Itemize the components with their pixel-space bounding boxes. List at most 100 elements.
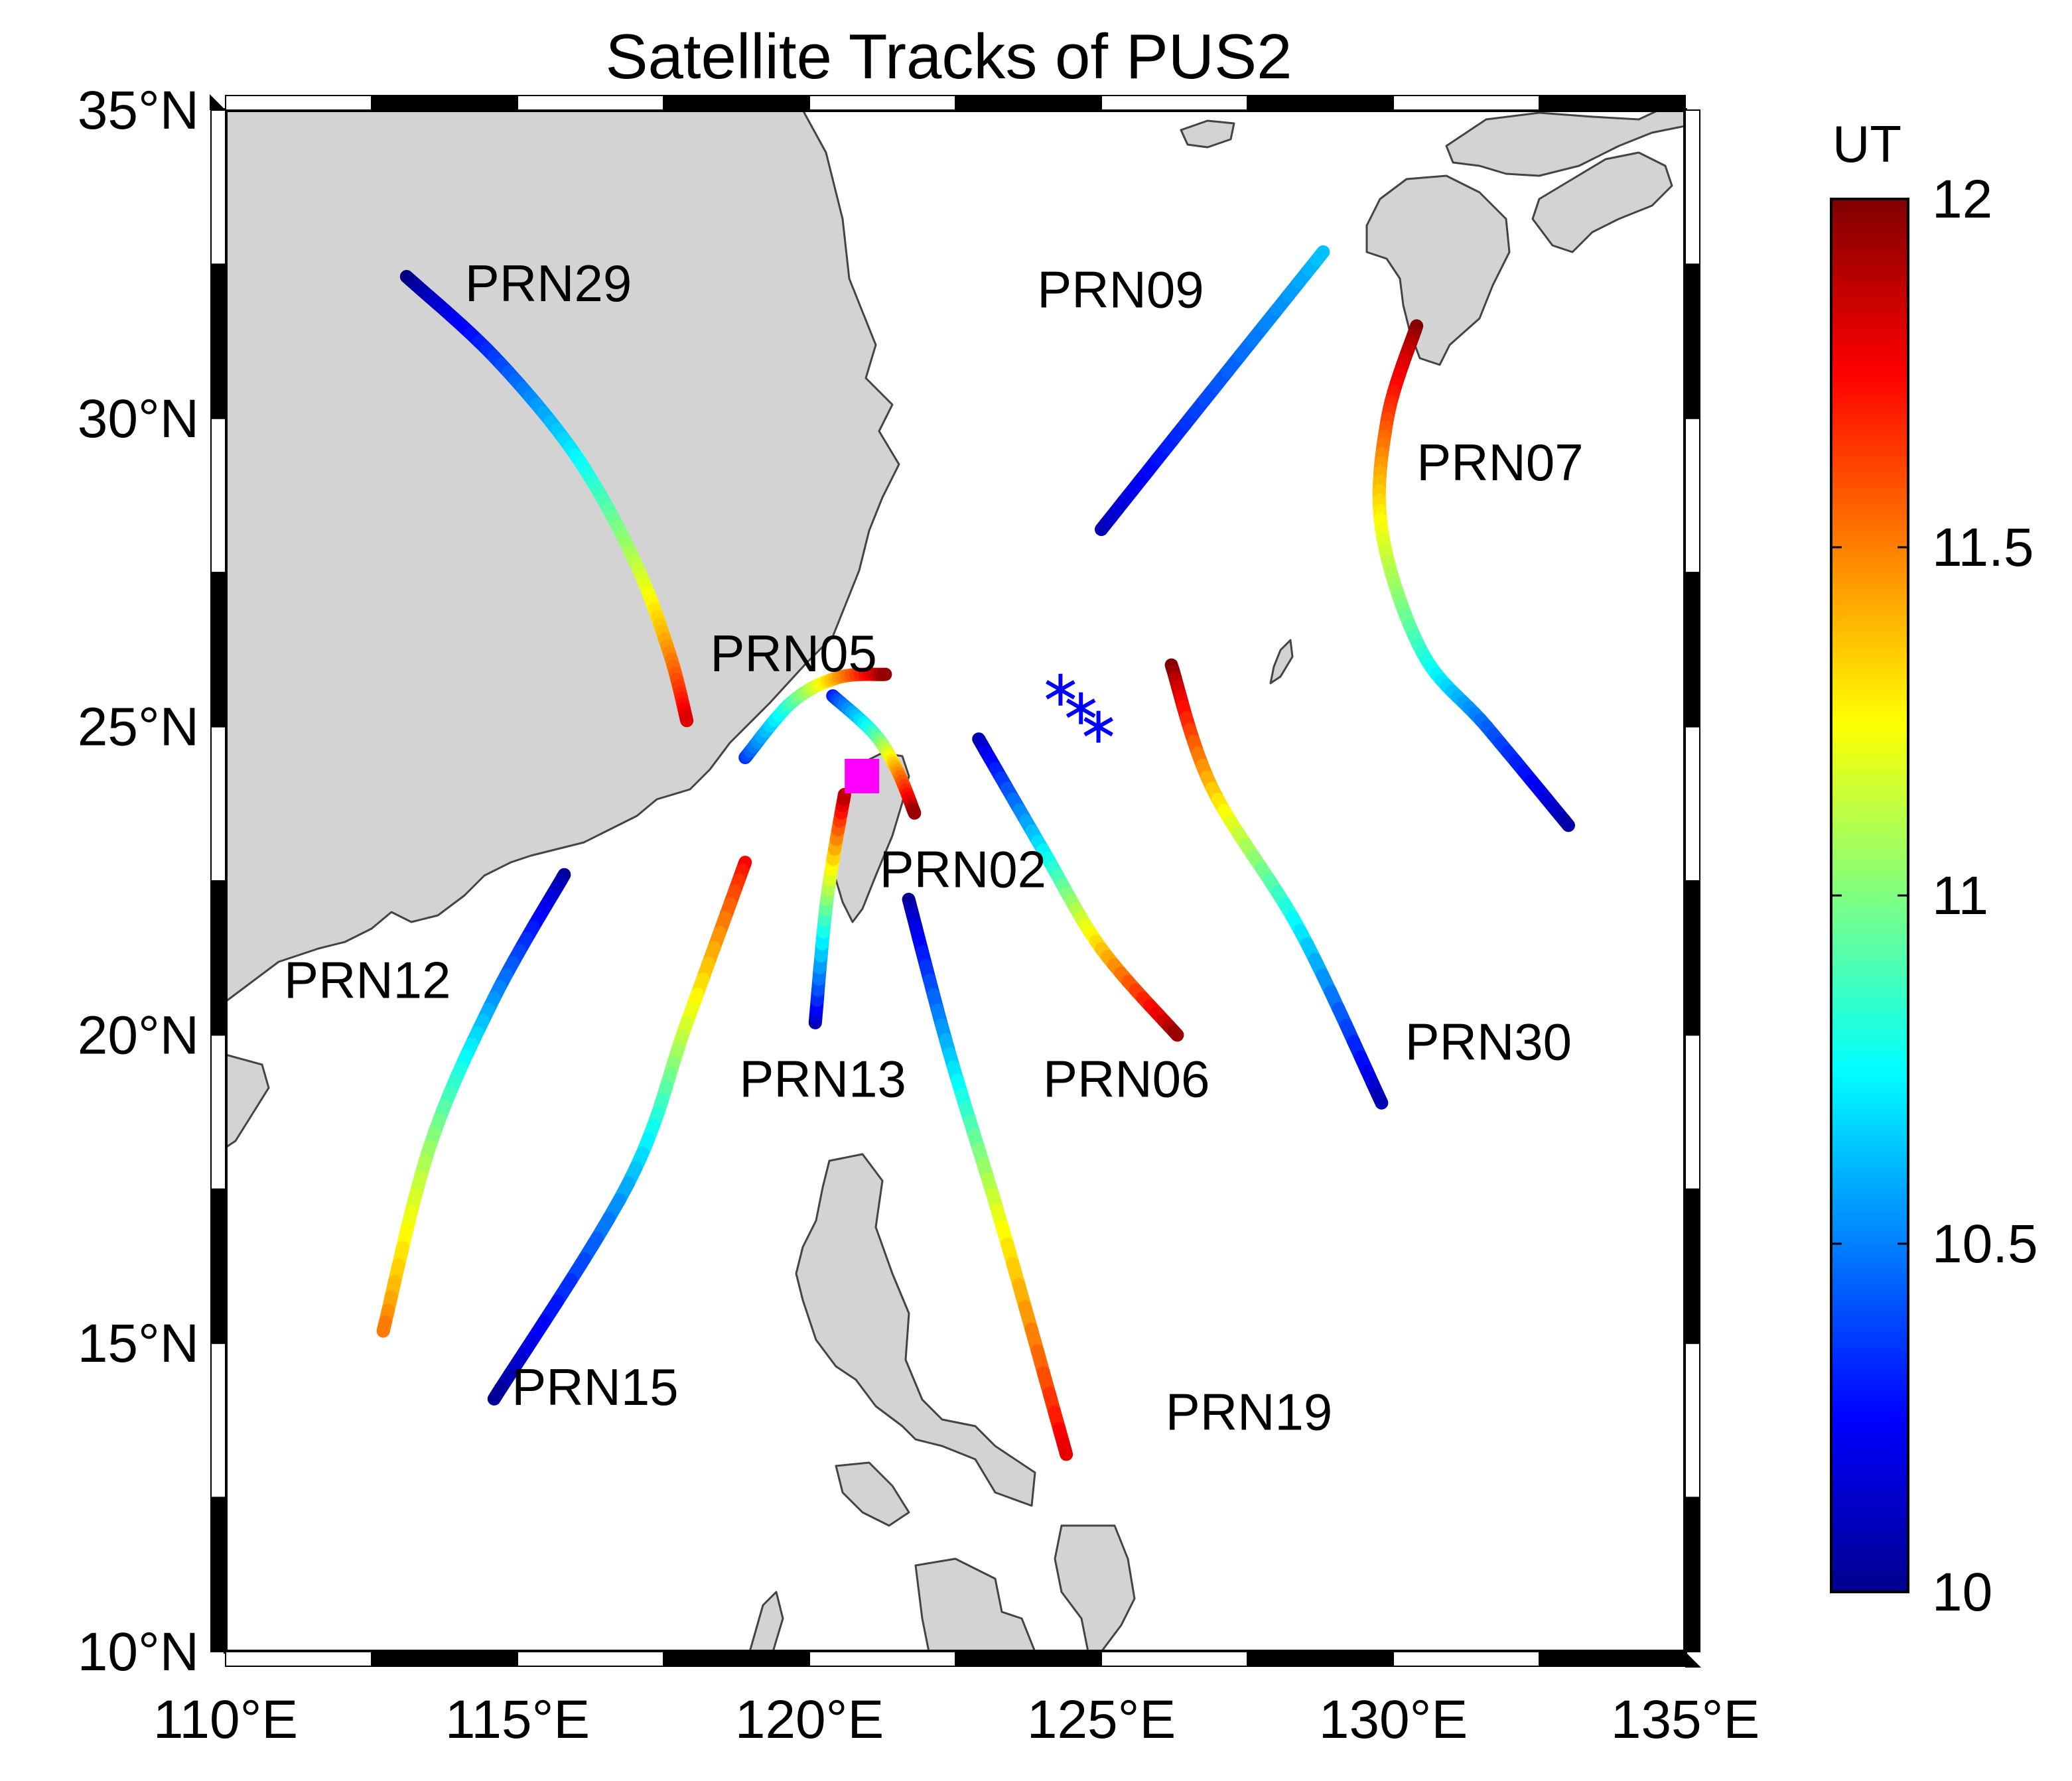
colorbar-tick-label: 11	[1932, 866, 1988, 926]
asterisk-marker	[1046, 673, 1075, 706]
track-prn13	[808, 787, 851, 1029]
frame-bar-top	[371, 95, 518, 111]
tsushima-jeju	[1180, 119, 1235, 149]
track-segment	[487, 1381, 508, 1406]
frame-bar-left	[210, 726, 226, 882]
colorbar-title: UT	[1832, 115, 1901, 173]
x-tick-label: 135°E	[1611, 1689, 1760, 1750]
colorbar-tick-label: 10.5	[1932, 1214, 2038, 1274]
x-tick-label: 120°E	[735, 1689, 884, 1750]
track-segment	[837, 787, 851, 807]
track-prn29	[399, 270, 694, 728]
mindoro-island	[835, 1461, 910, 1527]
track-label-prn13: PRN13	[739, 1049, 906, 1108]
track-label-prn02: PRN02	[880, 840, 1046, 898]
y-tick-label: 20°N	[78, 1005, 199, 1065]
y-tick-label: 30°N	[78, 389, 199, 449]
track-label-prn30: PRN30	[1405, 1013, 1572, 1071]
leizhou-hainan	[226, 1053, 270, 1149]
frame-bar-left	[210, 880, 226, 1036]
track-segment	[1310, 245, 1330, 267]
asterisk-marker	[1083, 710, 1113, 743]
luzon-island	[795, 1153, 1036, 1507]
frame-bar-top	[517, 95, 664, 111]
frame-bar-bottom	[371, 1651, 518, 1667]
x-tick-label: 115°E	[445, 1689, 590, 1750]
honshu-west	[1445, 110, 1685, 177]
y-tick-label: 15°N	[78, 1313, 199, 1374]
track-prn12	[376, 868, 571, 1338]
track-segment	[679, 710, 694, 728]
x-tick-label: 130°E	[1319, 1689, 1468, 1750]
ryukyu-okinawa	[1269, 639, 1294, 685]
frame-bar-right	[1685, 726, 1700, 882]
colorbar-tick-label: 12	[1932, 169, 1992, 230]
frame-bevel-top-left	[210, 94, 226, 110]
track-prn05	[738, 667, 892, 765]
colorbar-gradient	[1830, 198, 1909, 1593]
frame-bar-right	[1685, 880, 1700, 1036]
frame-bar-left	[210, 417, 226, 574]
axis-ticks: 110°E 115°E 120°E 125°E 130°E 135°E 10°N 15°N 20…	[78, 80, 1760, 1750]
frame-bar-right	[1685, 109, 1700, 265]
frame-bevel-bottom-right	[1685, 1652, 1701, 1668]
frame-bar-bottom	[1247, 1651, 1394, 1667]
frame-bar-bottom	[225, 1651, 372, 1667]
markers-layer	[845, 673, 1113, 793]
frame-bar-top	[955, 95, 1102, 111]
frame-bar-left	[210, 109, 226, 265]
frame-bar-right	[1685, 263, 1700, 419]
frame-bar-bottom	[809, 1651, 956, 1667]
track-label-prn06: PRN06	[1043, 1049, 1209, 1108]
frame-bar-right	[1685, 1034, 1700, 1190]
mainland-china	[226, 110, 900, 1003]
track-segment	[1056, 1436, 1073, 1461]
track-prn30	[1164, 658, 1389, 1110]
frame-bar-left	[210, 1343, 226, 1498]
tracks-layer	[376, 245, 1575, 1461]
track-label-prn19: PRN19	[1166, 1382, 1332, 1441]
station-marker	[845, 759, 880, 793]
colorbar-tick-label: 11.5	[1932, 517, 2034, 578]
frame-bar-top	[663, 95, 810, 111]
labels-layer: PRN29 PRN09 PRN07 PRN05 PRN02 PRN13 PRN06 PRN30…	[284, 254, 1584, 1441]
visayas-samar	[1054, 1524, 1136, 1652]
frame-bar-bottom	[663, 1651, 810, 1667]
track-prn02	[826, 689, 922, 820]
frame-bar-left	[210, 572, 226, 728]
frame-bar-top	[1539, 95, 1686, 111]
frame-bar-right	[1685, 1496, 1700, 1653]
colorbar-ticks: 10 10.5 11 11.5 12	[1831, 169, 2038, 1622]
frame-bar-top	[1393, 95, 1540, 111]
track-label-prn09: PRN09	[1037, 261, 1204, 319]
track-label-prn05: PRN05	[710, 624, 876, 683]
frame-bar-bottom	[517, 1651, 664, 1667]
frame-bar-bottom	[1393, 1651, 1540, 1667]
track-label-prn29: PRN29	[465, 254, 632, 312]
frame-bar-left	[210, 1496, 226, 1653]
frame-bar-bottom	[1101, 1651, 1248, 1667]
x-tick-label: 110°E	[153, 1689, 298, 1750]
land-layer	[226, 110, 1685, 1652]
frame-bar-right	[1685, 1343, 1700, 1498]
y-tick-label: 10°N	[78, 1622, 199, 1682]
asterisk-stroke	[1083, 717, 1113, 737]
frame-bar-bottom	[1539, 1651, 1686, 1667]
frame-bar-top	[809, 95, 956, 111]
frame-bar-right	[1685, 417, 1700, 574]
frame-bar-left	[210, 263, 226, 419]
frame-bar-right	[1685, 572, 1700, 728]
frame-bar-top	[1101, 95, 1248, 111]
asterisk-marker	[1066, 692, 1096, 724]
y-tick-label: 25°N	[78, 697, 199, 758]
y-tick-label: 35°N	[78, 80, 199, 141]
track-prn15	[487, 856, 752, 1406]
frame-bar-left	[210, 1188, 226, 1345]
track-prn07	[1372, 319, 1575, 832]
track-label-prn15: PRN15	[512, 1358, 678, 1416]
map-title: Satellite Tracks of PUS2	[605, 21, 1292, 92]
kyushu-island	[1365, 174, 1511, 366]
colorbar-tick-label: 10	[1932, 1562, 1992, 1622]
frame-bars	[210, 95, 1700, 1667]
